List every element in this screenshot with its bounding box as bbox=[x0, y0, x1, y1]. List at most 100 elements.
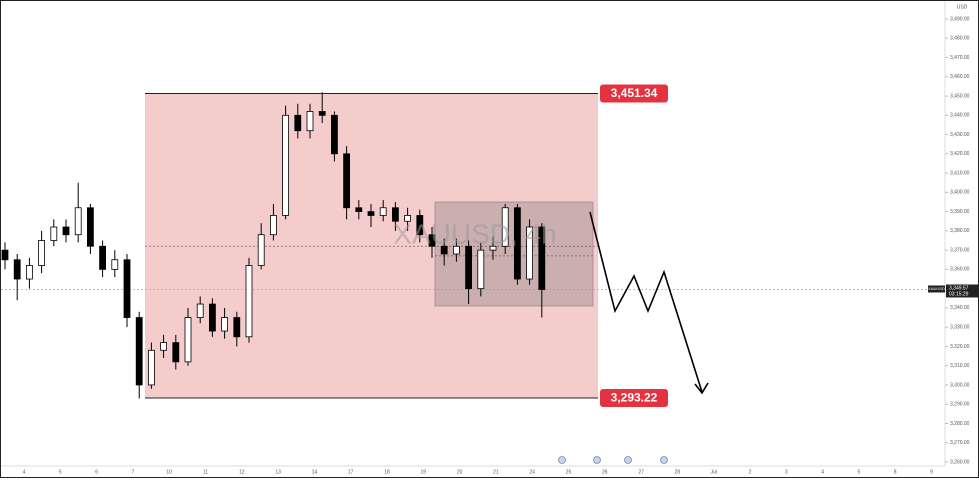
y-tick-label: 3,390.00 bbox=[950, 209, 970, 215]
candle-body bbox=[404, 215, 412, 222]
candle-body bbox=[428, 234, 436, 247]
candle-body bbox=[355, 207, 363, 213]
x-tick-label: 19 bbox=[421, 469, 427, 475]
x-tick-label: 7 bbox=[132, 469, 135, 475]
y-tick-label: 3,420.00 bbox=[950, 151, 970, 157]
countdown: 03:15:29 bbox=[949, 291, 969, 297]
x-tick-label: 3 bbox=[785, 469, 788, 475]
x-tick-label: 8 bbox=[894, 469, 897, 475]
candle-body bbox=[330, 114, 338, 155]
x-tick-label: 5 bbox=[59, 469, 62, 475]
x-tick-label: 2 bbox=[749, 469, 752, 475]
x-tick-label: 10 bbox=[166, 469, 172, 475]
y-tick-label: 3,470.00 bbox=[950, 55, 970, 61]
candle-body bbox=[1, 249, 9, 261]
candle-body bbox=[147, 349, 155, 386]
level-tag bbox=[600, 84, 668, 103]
candle-body bbox=[538, 226, 546, 290]
candle-body bbox=[111, 259, 119, 270]
candle-body bbox=[489, 245, 497, 251]
y-tick-label: 3,370.00 bbox=[950, 247, 970, 253]
candle-body bbox=[318, 111, 326, 116]
y-tick-label: 3,400.00 bbox=[950, 190, 970, 196]
x-tick-label: 28 bbox=[675, 469, 681, 475]
y-tick-label: 3,270.00 bbox=[950, 440, 970, 446]
candle-body bbox=[221, 317, 229, 332]
y-tick-label: 3,440.00 bbox=[950, 113, 970, 119]
y-tick-label: 3,460.00 bbox=[950, 74, 970, 80]
candle-body bbox=[477, 249, 485, 290]
x-tick-label: 11 bbox=[203, 469, 208, 475]
event-icon bbox=[624, 456, 632, 464]
candle-body bbox=[526, 226, 533, 280]
candle-body bbox=[233, 317, 241, 338]
candle-body bbox=[501, 207, 509, 247]
candle-body bbox=[269, 215, 277, 236]
candle-body bbox=[452, 245, 460, 255]
x-tick-label: 4 bbox=[23, 469, 26, 475]
symbol-tag: XAUUSD bbox=[928, 286, 945, 291]
x-tick-label: 27 bbox=[638, 469, 644, 475]
candle-body bbox=[196, 303, 204, 318]
y-tick-label: 3,300.00 bbox=[950, 382, 970, 388]
candle-body bbox=[160, 342, 168, 351]
candle-body bbox=[208, 303, 216, 332]
candle-body bbox=[440, 245, 448, 255]
x-tick-label: 21 bbox=[493, 469, 499, 475]
candle-body bbox=[38, 240, 45, 266]
y-tick-label: 3,430.00 bbox=[950, 132, 970, 138]
candle-body bbox=[367, 211, 375, 216]
consolidation-box bbox=[434, 201, 594, 307]
range-area bbox=[145, 93, 598, 399]
candle-body bbox=[184, 317, 192, 363]
x-tick-label: 17 bbox=[348, 469, 354, 475]
candle-body bbox=[123, 259, 131, 318]
x-tick-label: 5 bbox=[858, 469, 861, 475]
y-tick-label: 3,310.00 bbox=[950, 363, 970, 369]
event-icon bbox=[558, 456, 566, 464]
projection-arrow bbox=[589, 211, 703, 393]
y-tick-label: 3,480.00 bbox=[950, 36, 970, 42]
last-price-tag bbox=[946, 284, 978, 298]
candle-body bbox=[306, 111, 314, 132]
candle-body bbox=[172, 342, 180, 363]
candle-body bbox=[87, 207, 94, 247]
y-tick-label: 3,360.00 bbox=[950, 267, 970, 273]
y-tick-label: 3,260.00 bbox=[950, 459, 970, 465]
x-tick-label: 18 bbox=[384, 469, 390, 475]
x-tick-label: 12 bbox=[239, 469, 245, 475]
x-tick-label: Jul bbox=[710, 469, 716, 475]
candle-body bbox=[465, 245, 473, 290]
x-tick-label: 9 bbox=[930, 469, 933, 475]
candle-body bbox=[74, 207, 82, 236]
level-label: 3,293.22 bbox=[611, 391, 658, 405]
y-tick-label: 3,330.00 bbox=[950, 325, 970, 331]
y-tick-label: 3,450.00 bbox=[950, 93, 970, 99]
x-tick-label: 24 bbox=[529, 469, 535, 475]
candle-body bbox=[282, 114, 290, 216]
candle-body bbox=[257, 234, 265, 266]
candle-body bbox=[379, 207, 387, 216]
candle-body bbox=[391, 207, 399, 222]
event-icon bbox=[660, 456, 668, 464]
candle-body bbox=[343, 153, 351, 209]
candle-body bbox=[99, 245, 106, 270]
candle-body bbox=[514, 207, 521, 280]
level-label: 3,451.34 bbox=[611, 86, 658, 100]
candle-body bbox=[62, 226, 70, 236]
event-icon bbox=[593, 456, 601, 464]
y-tick-label: 3,380.00 bbox=[950, 228, 970, 234]
x-tick-label: 14 bbox=[312, 469, 318, 475]
candle-body bbox=[294, 114, 302, 132]
x-tick-label: 4 bbox=[821, 469, 824, 475]
symbol-tag-bg bbox=[928, 285, 945, 293]
watermark: XAUUSD, 4h bbox=[393, 218, 556, 249]
candle-body bbox=[416, 215, 424, 236]
level-tag bbox=[600, 389, 668, 408]
arrow-head bbox=[694, 382, 709, 395]
y-tick-label: 3,290.00 bbox=[950, 402, 970, 408]
currency: USD bbox=[957, 4, 968, 10]
candle-body bbox=[25, 265, 33, 280]
x-tick-label: 13 bbox=[275, 469, 281, 475]
